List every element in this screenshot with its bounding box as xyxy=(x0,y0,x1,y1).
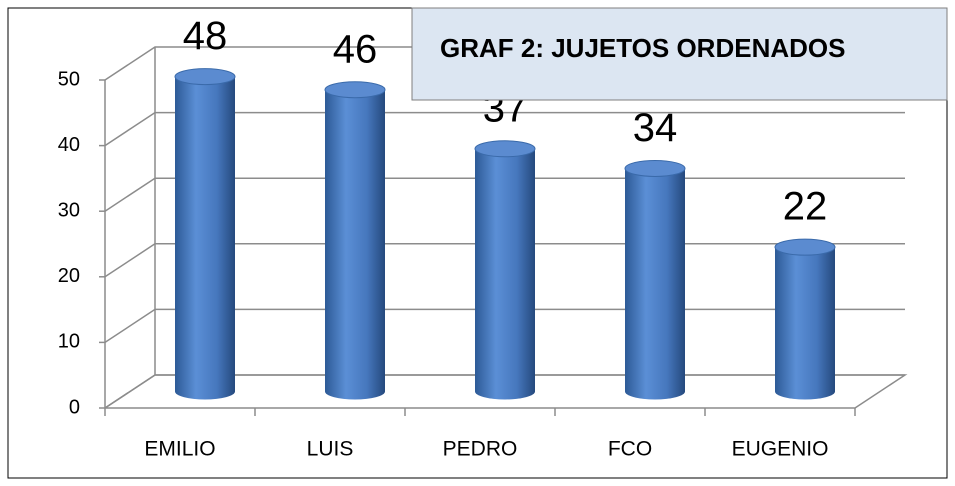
bar xyxy=(475,148,535,400)
data-label: 46 xyxy=(333,27,378,71)
bar xyxy=(775,247,835,400)
x-tick-label: FCO xyxy=(608,438,652,461)
title-box xyxy=(411,7,948,101)
data-label: 22 xyxy=(783,185,828,229)
bar xyxy=(175,76,236,400)
bar-top xyxy=(474,140,536,158)
bar-top xyxy=(174,68,236,86)
x-tick-label: EMILIO xyxy=(144,438,215,461)
bar xyxy=(625,168,685,400)
grid-line xyxy=(104,111,905,147)
bar-top xyxy=(624,159,686,177)
y-tick-label: 30 xyxy=(58,199,80,221)
x-tick-label: PEDRO xyxy=(443,438,518,461)
bar-top xyxy=(774,238,836,256)
chart-title: GRAF 2: JUJETOS ORDENADOS xyxy=(440,33,845,63)
x-tick-label: EUGENIO xyxy=(732,438,829,461)
bar xyxy=(325,89,385,400)
y-tick-label: 0 xyxy=(69,396,80,418)
bar-top xyxy=(324,81,386,99)
y-tick-label: 50 xyxy=(58,68,80,90)
data-label: 34 xyxy=(633,106,678,150)
y-tick-label: 20 xyxy=(58,265,80,287)
data-label: 48 xyxy=(183,14,228,58)
x-tick-label: LUIS xyxy=(307,438,354,461)
y-tick-label: 10 xyxy=(58,331,80,353)
y-tick-label: 40 xyxy=(58,134,80,156)
